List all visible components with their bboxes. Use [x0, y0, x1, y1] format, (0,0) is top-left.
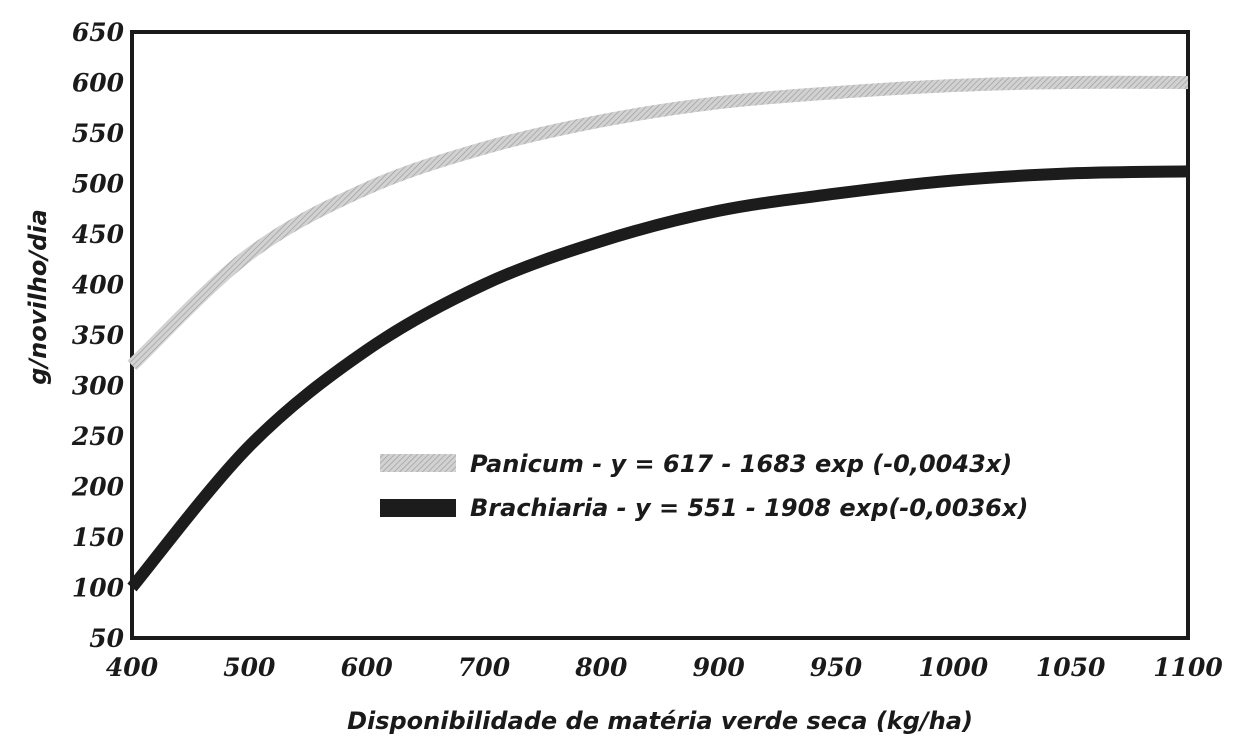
series-line-panicum — [127, 75, 1189, 371]
series-layer — [127, 75, 1189, 592]
y-tick-label: 550 — [72, 119, 125, 148]
series-line-brachiaria — [127, 165, 1189, 592]
x-tick-label: 500 — [223, 653, 276, 682]
x-tick-label: 600 — [341, 653, 394, 682]
x-axis-ticks: 400 500 600 700 800 900 950 1000 1050 1100 — [106, 653, 1223, 682]
x-tick-label: 1050 — [1036, 653, 1106, 682]
y-axis-ticks: 50 100 150 200 250 300 350 400 450 500 550 600 650 — [71, 18, 125, 653]
x-tick-label: 1000 — [919, 653, 989, 682]
legend-label-panicum: Panicum - y = 617 - 1683 exp (-0,0043x) — [470, 450, 1012, 478]
y-tick-label: 250 — [71, 422, 125, 451]
y-tick-label: 100 — [72, 574, 125, 603]
y-axis-label: g/novilho/dia — [24, 209, 52, 385]
y-tick-label: 50 — [89, 624, 124, 653]
x-tick-label: 950 — [810, 653, 863, 682]
x-tick-label: 400 — [106, 653, 159, 682]
y-tick-label: 650 — [72, 18, 125, 47]
x-axis-label: Disponibilidade de matéria verde seca (k… — [347, 707, 973, 735]
x-tick-label: 1100 — [1153, 653, 1223, 682]
y-tick-label: 450 — [72, 220, 125, 249]
plot-frame — [130, 30, 1190, 640]
legend-swatch-panicum — [380, 454, 456, 472]
legend: Panicum - y = 617 - 1683 exp (-0,0043x) … — [380, 450, 1028, 522]
y-tick-label: 600 — [72, 69, 125, 98]
y-tick-label: 350 — [72, 321, 125, 350]
x-tick-label: 700 — [458, 653, 511, 682]
x-tick-label: 800 — [574, 653, 628, 682]
y-tick-label: 400 — [72, 271, 125, 300]
y-tick-label: 150 — [72, 523, 125, 552]
legend-label-brachiaria: Brachiaria - y = 551 - 1908 exp(-0,0036x… — [470, 494, 1028, 522]
y-tick-label: 300 — [72, 372, 125, 401]
legend-swatch-brachiaria — [380, 499, 456, 517]
x-tick-label: 900 — [693, 653, 746, 682]
y-tick-label: 200 — [71, 473, 125, 502]
y-tick-label: 500 — [72, 170, 125, 199]
